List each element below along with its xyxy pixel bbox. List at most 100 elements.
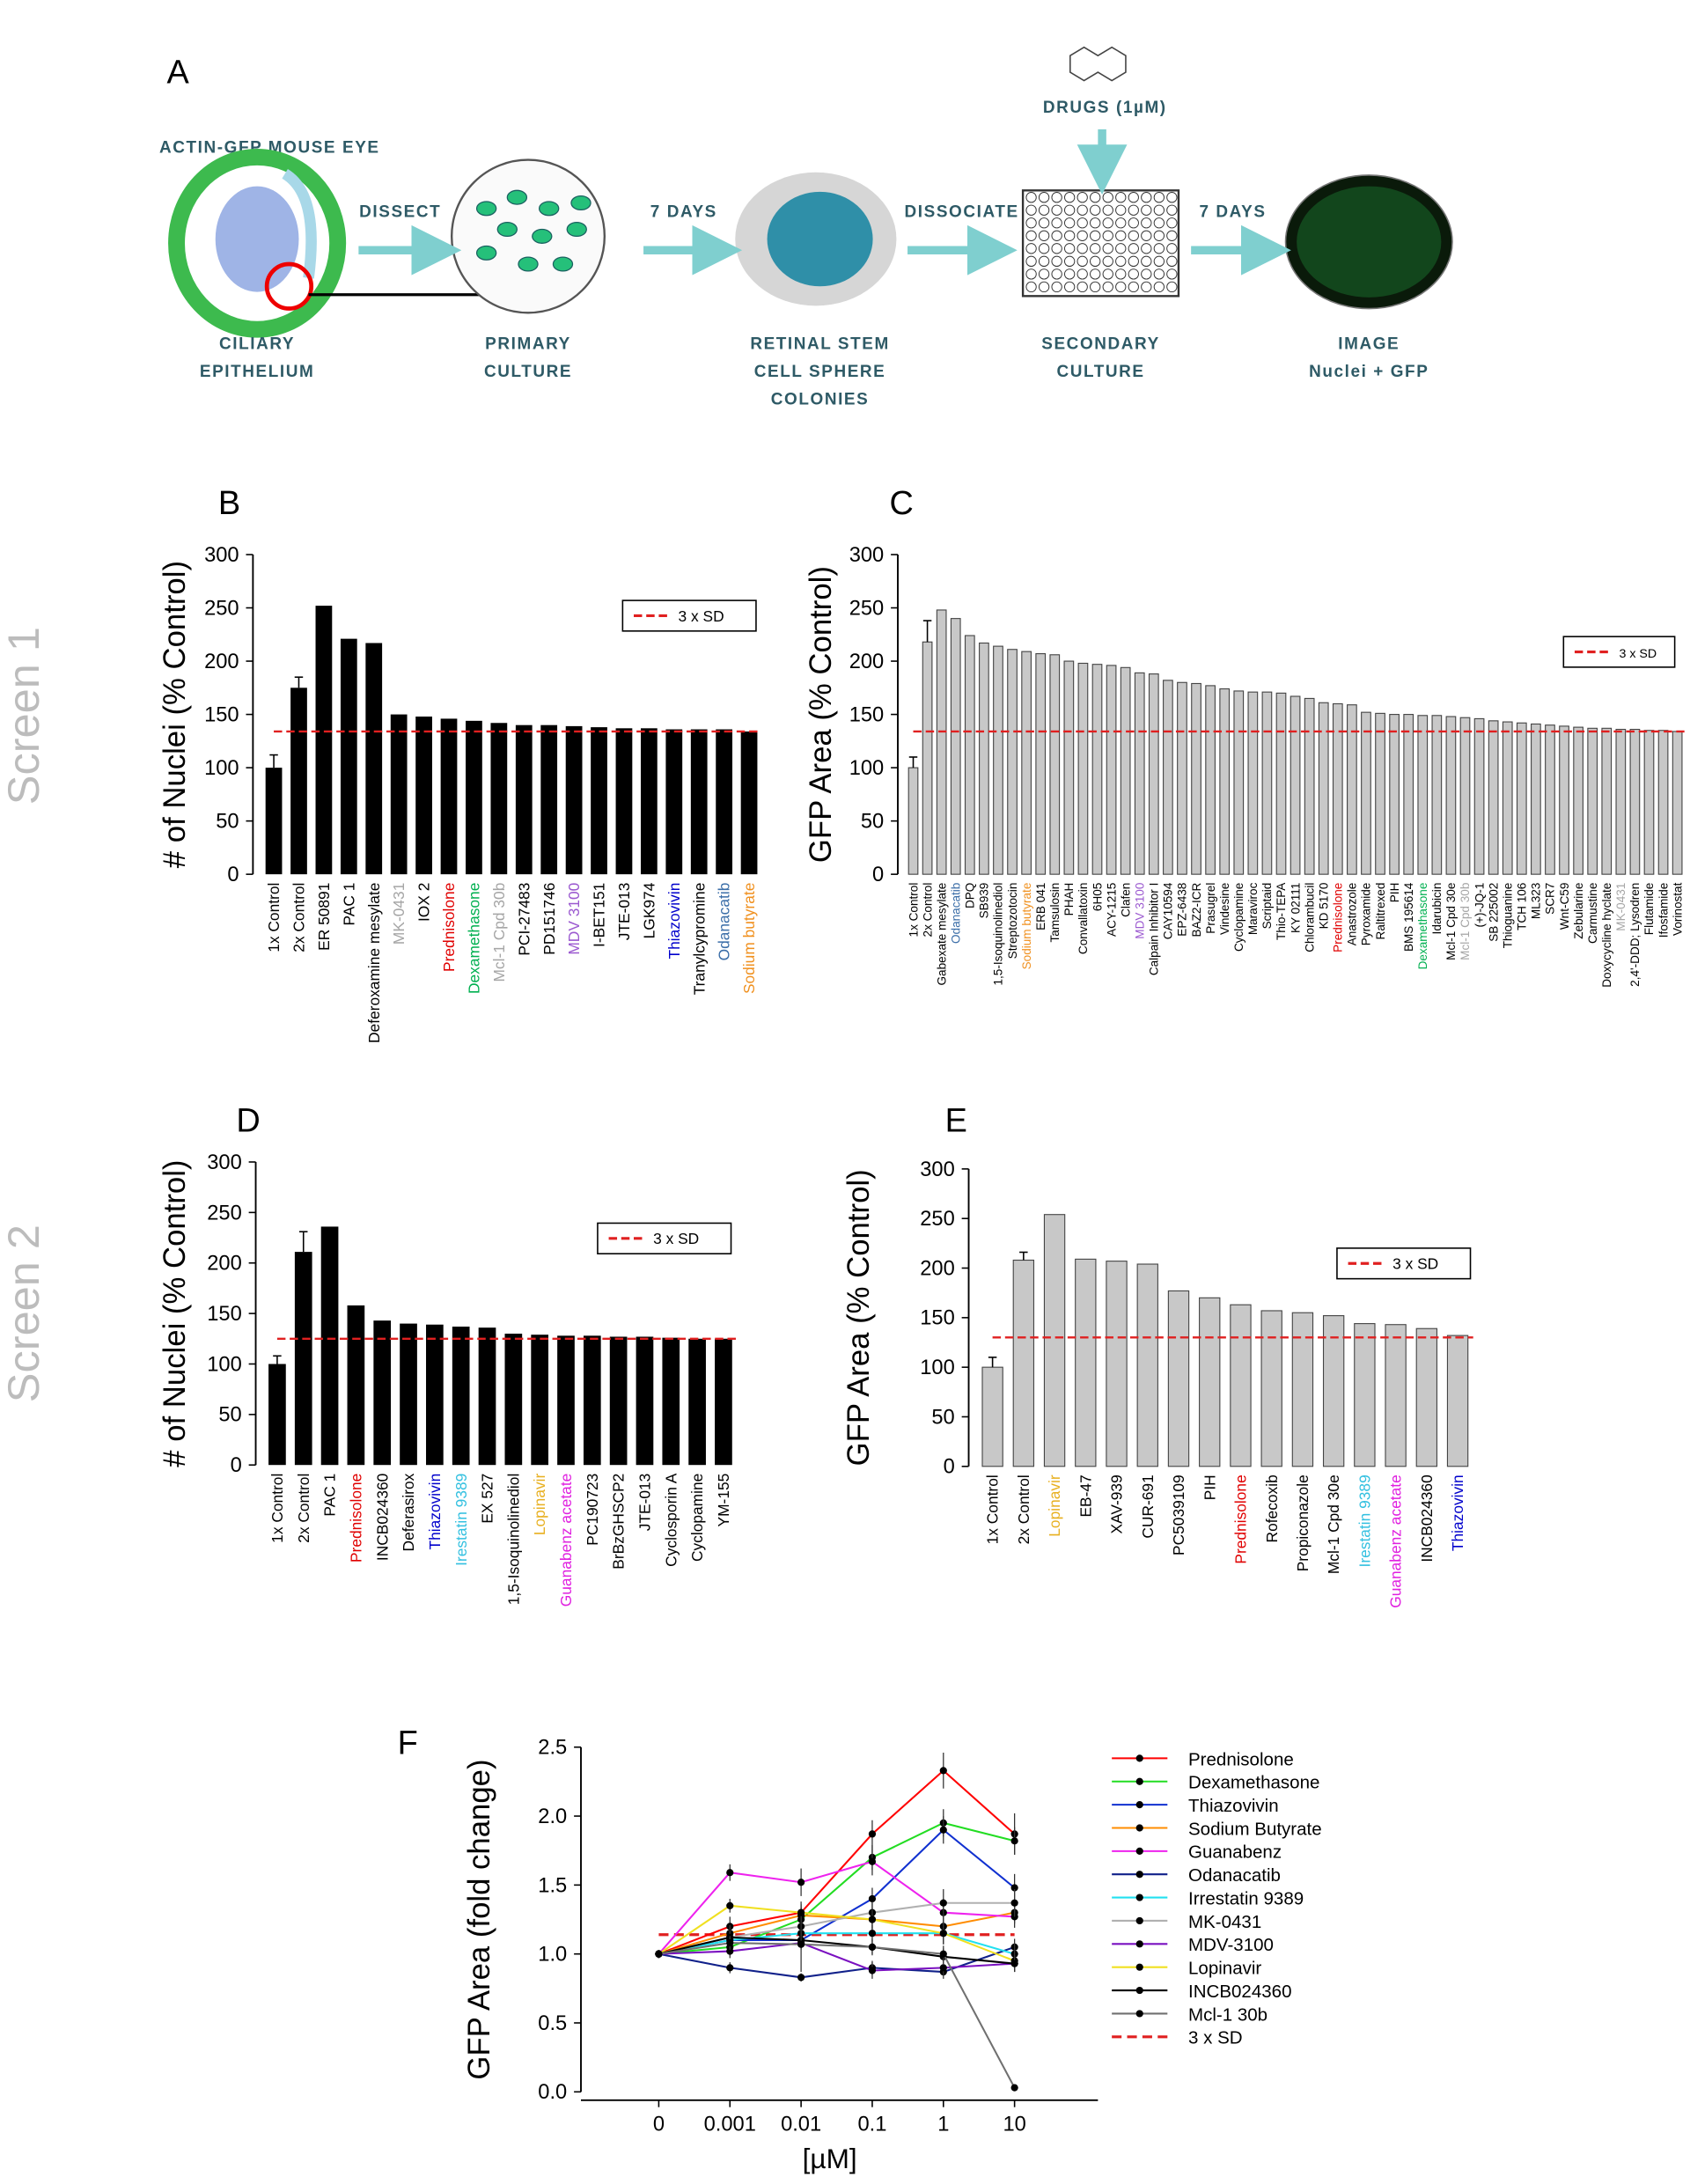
bar — [1043, 1214, 1066, 1467]
y-tick-label: 50 — [861, 811, 884, 834]
x-tick-label: Deferasirox — [400, 1473, 417, 1551]
point — [1010, 1960, 1018, 1967]
point — [797, 1974, 805, 1982]
y-tick-label: 300 — [207, 1151, 242, 1174]
bar — [1531, 723, 1541, 875]
x-tick-label: Gabexate mesylate — [935, 883, 948, 986]
bar — [993, 645, 1003, 875]
x-tick-label: SB 225002 — [1487, 883, 1500, 942]
y-tick-label: 2.5 — [538, 1737, 567, 1760]
bar — [1459, 717, 1471, 875]
x-tick-label: Tamsulosin — [1048, 883, 1062, 943]
bar — [1332, 702, 1343, 875]
bar — [1199, 1297, 1221, 1467]
well — [1153, 192, 1165, 203]
x-tick-label: EX 527 — [479, 1474, 496, 1524]
stage-label: EPITHELIUM — [200, 363, 314, 381]
y-tick-label: 150 — [849, 703, 885, 726]
well — [1115, 243, 1127, 254]
well — [1090, 268, 1101, 280]
x-tick-label: (+)-JQ-1 — [1473, 883, 1486, 928]
x-tick-label: Vorinostat — [1671, 882, 1684, 936]
x-tick-label: Streptozotocin — [1006, 883, 1019, 960]
x-tick-label: Mcl-1 Cpd 30b — [1459, 883, 1472, 960]
well — [1141, 204, 1152, 216]
point — [726, 1901, 734, 1909]
bar — [1077, 662, 1089, 875]
x-tick-label: Irestatin 9389 — [452, 1474, 470, 1566]
point — [868, 1830, 877, 1838]
point — [726, 1939, 734, 1947]
bar — [1415, 1327, 1438, 1467]
x-tick-label: Zebularine — [1572, 883, 1585, 939]
stage-label: CULTURE — [1056, 363, 1144, 381]
bar — [1417, 715, 1429, 875]
x-tick-label: JTE-013 — [636, 1474, 654, 1532]
well — [1115, 281, 1127, 293]
panel-letter: B — [218, 485, 240, 522]
well — [1090, 204, 1101, 216]
bar — [1545, 724, 1555, 875]
bar — [715, 1338, 732, 1466]
bar — [740, 731, 758, 875]
bar — [1318, 702, 1329, 875]
x-tick-label: JTE-013 — [615, 883, 633, 941]
well — [1025, 230, 1037, 241]
well — [1141, 243, 1152, 254]
legend-box — [597, 1222, 732, 1254]
legend-label: 3 x SD — [653, 1230, 699, 1247]
y-tick-label: 200 — [204, 651, 239, 673]
y-tick-label: 150 — [207, 1303, 242, 1326]
bar — [466, 720, 482, 875]
well — [1090, 281, 1101, 293]
panel-letter: C — [890, 485, 914, 522]
bar — [504, 1334, 523, 1466]
well — [1076, 192, 1088, 203]
point — [939, 1950, 947, 1958]
bar — [1177, 681, 1187, 875]
point — [726, 1869, 734, 1877]
bar — [1106, 1261, 1128, 1467]
well — [1153, 204, 1165, 216]
legend-marker — [1135, 1754, 1143, 1762]
well — [1128, 281, 1139, 293]
x-tick-label: DPQ — [964, 883, 977, 908]
x-tick-label: Calpain Inhibitor I — [1148, 883, 1161, 976]
bar — [565, 725, 583, 875]
legend-label: 3 x SD — [1392, 1255, 1438, 1273]
y-tick-label: 250 — [207, 1202, 242, 1224]
x-tick-label: PIH — [1201, 1474, 1218, 1500]
legend-label: 3 x SD — [679, 607, 724, 625]
well — [1063, 281, 1076, 293]
y-tick-label: 250 — [920, 1208, 955, 1231]
workflow-diagram: A ACTIN-GFP MOUSE EYE DRUGS (1µM) DISSEC… — [159, 46, 1453, 408]
well — [1076, 230, 1088, 241]
point — [939, 1964, 947, 1972]
bar — [1445, 716, 1457, 875]
well — [1051, 268, 1062, 280]
bar — [1375, 712, 1385, 875]
x-tick-label: Ifosfamide — [1657, 883, 1670, 938]
bar — [583, 1335, 601, 1466]
well — [1166, 217, 1178, 229]
well — [1076, 243, 1088, 254]
well — [1141, 255, 1152, 267]
point — [1010, 1837, 1018, 1845]
legend-marker — [1135, 1871, 1143, 1879]
point — [868, 1967, 877, 1974]
point — [726, 1947, 734, 1955]
stage-label: CILIARY — [219, 335, 295, 353]
y-tick-label: 50 — [931, 1406, 954, 1429]
bar — [415, 716, 432, 875]
bar — [716, 729, 733, 875]
legend-label: Irrestatin 9389 — [1188, 1888, 1304, 1908]
sphere — [767, 191, 873, 287]
x-tick-label: EB-47 — [1076, 1474, 1094, 1517]
y-tick-label: 200 — [920, 1257, 955, 1280]
x-tick-label: 2x Control — [290, 883, 308, 952]
x-tick-label: 0.001 — [704, 2114, 756, 2136]
drugs-label: DRUGS (1µM) — [1043, 99, 1167, 117]
x-tick-label: 2x Control — [1015, 1474, 1032, 1544]
bar — [315, 606, 333, 875]
well — [1128, 230, 1139, 241]
